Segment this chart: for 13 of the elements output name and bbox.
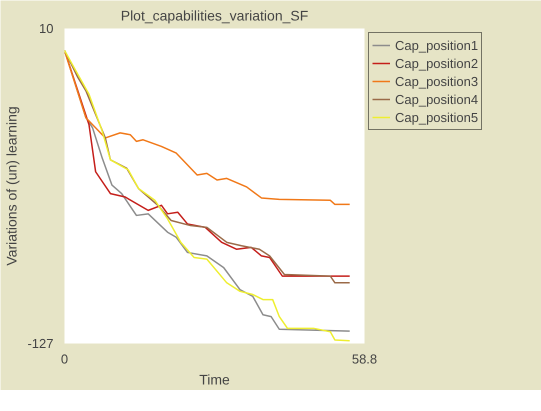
legend-label: Cap_position2 [395,56,478,70]
chart-title: Plot_capabilities_variation_SF [120,8,308,24]
x-tick-label: 0 [60,352,68,366]
legend-label: Cap_position3 [395,74,478,88]
legend-label: Cap_position4 [395,92,478,106]
y-axis-title: Variations of (un) learning [3,106,20,266]
line-series [64,50,350,206]
y-tick-label: -127 [27,336,54,351]
legend-label: Cap_position1 [395,38,478,52]
x-axis-title: Time [199,372,230,388]
legend-label: Cap_position5 [395,110,478,124]
y-tick-label: 10 [39,21,54,36]
x-tick-label: 58.8 [352,352,378,366]
